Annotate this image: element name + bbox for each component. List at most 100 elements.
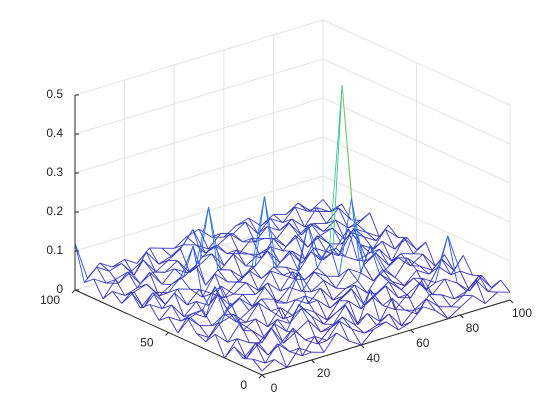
mesh-edge — [214, 273, 228, 283]
mesh-edge — [130, 291, 141, 309]
mesh-edge — [173, 236, 187, 249]
mesh-edge — [205, 322, 219, 342]
mesh-edge — [74, 243, 88, 279]
mesh-edge — [258, 302, 272, 312]
mesh-edge — [239, 298, 250, 311]
mesh-edge — [381, 241, 393, 262]
mesh-edge — [357, 245, 371, 282]
mesh-edge — [279, 286, 290, 292]
mesh-edge — [304, 271, 315, 280]
mesh-edge — [369, 245, 383, 270]
mesh-edge — [232, 253, 244, 279]
mesh-edge — [326, 320, 340, 341]
mesh — [74, 84, 511, 372]
mesh-edge — [136, 251, 147, 264]
mesh-edge — [354, 229, 368, 261]
mesh-edge — [295, 224, 309, 280]
mesh-edge — [251, 286, 266, 307]
mesh-edge — [297, 202, 308, 212]
mesh-edge — [93, 278, 104, 300]
mesh-edge — [500, 279, 511, 293]
mesh-edge — [425, 242, 436, 267]
mesh-edge — [174, 292, 188, 306]
mesh-edge — [207, 233, 222, 250]
mesh-edge — [338, 288, 352, 301]
grid-line — [168, 257, 417, 333]
mesh-edge — [105, 279, 116, 284]
mesh-edge — [385, 228, 399, 238]
mesh-edge — [316, 244, 331, 269]
mesh-edge — [283, 315, 293, 320]
mesh-edge — [161, 268, 175, 285]
mesh-edge — [398, 321, 412, 331]
mesh-edge — [354, 324, 365, 334]
mesh-edge — [280, 307, 293, 316]
mesh-edge — [285, 271, 300, 304]
mesh-edge — [174, 244, 184, 249]
mesh-edge — [332, 251, 346, 257]
x-tick — [261, 374, 266, 379]
mesh-edge — [255, 318, 266, 339]
mesh-edge — [233, 282, 247, 295]
mesh-edge — [475, 279, 489, 293]
mesh-edge — [195, 244, 206, 254]
mesh-edge — [295, 235, 309, 248]
mesh-edge — [195, 301, 207, 318]
mesh-edge — [155, 260, 169, 273]
mesh-edge — [214, 286, 225, 315]
mesh-edge — [304, 207, 318, 228]
mesh-edge — [146, 283, 157, 293]
mesh-edge — [288, 251, 300, 272]
mesh-edge — [422, 278, 436, 283]
mesh-edge — [419, 265, 430, 275]
mesh-edge — [136, 272, 150, 289]
mesh-edge — [286, 304, 300, 332]
mesh-edge — [348, 300, 362, 310]
mesh-edge — [205, 333, 216, 343]
mesh-edge — [310, 251, 321, 261]
mesh-edge — [220, 285, 231, 307]
mesh-edge — [174, 292, 185, 318]
mesh-edge — [183, 245, 194, 278]
mesh-edge — [391, 281, 405, 287]
mesh-edge — [459, 270, 470, 292]
mesh-edge — [270, 310, 284, 320]
mesh-edge — [323, 280, 334, 301]
mesh-edge — [307, 320, 319, 345]
mesh-edge — [385, 257, 399, 270]
mesh-edge — [245, 302, 259, 323]
mesh-edge — [444, 278, 458, 284]
mesh-edge — [177, 317, 188, 334]
mesh-edge — [438, 306, 449, 320]
mesh-edge — [425, 298, 436, 312]
x-tick — [410, 329, 415, 334]
mesh-edge — [267, 319, 278, 328]
mesh-edge — [208, 285, 222, 306]
x-tick — [311, 359, 315, 364]
mesh-edge — [338, 207, 352, 221]
mesh-edge — [226, 249, 237, 254]
mesh-edge — [369, 212, 380, 237]
mesh-edge — [322, 199, 333, 212]
mesh-edge — [354, 284, 368, 294]
mesh-edge — [264, 343, 278, 364]
mesh-edge — [317, 299, 331, 309]
x-tick-label: 40 — [367, 351, 381, 365]
mesh-edge — [385, 285, 396, 310]
mesh-edge — [277, 343, 288, 368]
mesh-edge — [413, 298, 427, 311]
y-tick-label: 50 — [140, 336, 154, 350]
mesh-edge — [425, 282, 436, 291]
mesh-edge — [398, 293, 408, 299]
mesh-edge — [180, 245, 194, 278]
mesh-edge — [183, 301, 197, 318]
mesh-edge — [186, 300, 197, 306]
mesh-edge — [199, 289, 210, 306]
y-tick — [258, 374, 263, 379]
mesh-edge — [344, 229, 355, 257]
mesh-edge — [298, 223, 312, 236]
mesh-edge — [146, 251, 160, 265]
mesh-edge — [403, 237, 414, 255]
mesh-edge — [261, 270, 272, 279]
mesh-edge — [276, 319, 287, 332]
